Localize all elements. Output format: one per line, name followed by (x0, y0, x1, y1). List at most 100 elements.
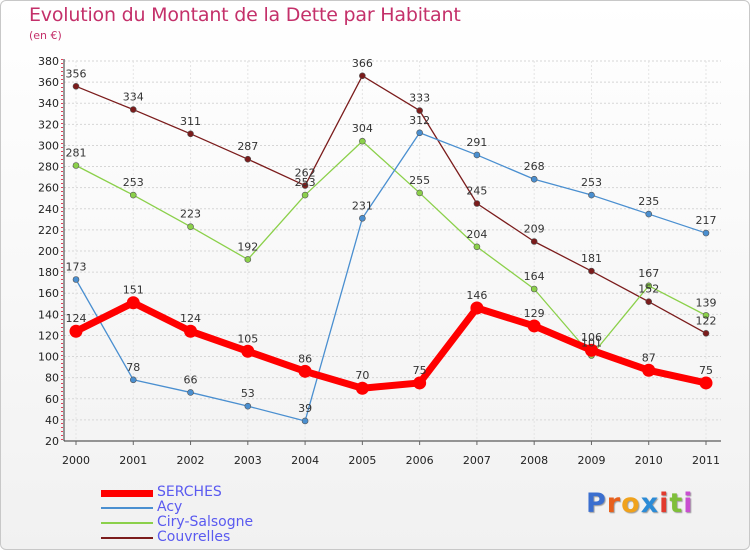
data-point (645, 210, 653, 218)
x-tick-label: 2005 (348, 454, 376, 467)
data-label: 281 (66, 147, 87, 160)
data-label: 105 (237, 332, 258, 345)
data-point (699, 376, 713, 390)
data-point (642, 363, 656, 377)
data-label: 124 (180, 312, 201, 325)
data-label: 167 (638, 267, 659, 280)
legend-swatch (101, 522, 153, 524)
data-labels: 356 334 311 287 262 366 333 245 209 181 152 122 281 2… (66, 57, 717, 415)
series-line-couvrelles (75, 75, 707, 334)
data-label: 255 (409, 174, 430, 187)
data-point (187, 389, 194, 396)
data-point (470, 301, 484, 315)
data-point (473, 243, 481, 251)
series-points (69, 72, 713, 425)
data-label: 173 (66, 261, 87, 274)
legend-swatch (101, 537, 153, 539)
series-line-serches (72, 299, 710, 392)
data-label: 122 (696, 314, 717, 327)
data-label: 304 (352, 122, 373, 135)
y-tick-label: 320 (38, 118, 59, 131)
x-tick-label: 2001 (119, 454, 147, 467)
data-label: 139 (696, 296, 717, 309)
y-tick-label: 300 (38, 139, 59, 152)
data-label: 101 (581, 337, 602, 350)
y-tick-label: 40 (45, 414, 59, 427)
gridlines (64, 60, 721, 442)
brand-letter: i (683, 488, 694, 519)
data-point (69, 324, 83, 338)
data-label: 192 (237, 240, 258, 253)
data-label: 70 (355, 369, 369, 382)
data-label: 209 (524, 223, 545, 236)
data-point (72, 83, 80, 90)
chart-subtitle: (en €) (29, 29, 62, 42)
y-tick-label: 180 (38, 266, 59, 279)
data-label: 231 (352, 199, 373, 212)
data-label: 245 (466, 185, 487, 198)
data-label: 106 (581, 331, 602, 344)
data-point (72, 162, 80, 169)
brand-letter: x (640, 488, 660, 519)
x-tick-label: 2011 (692, 454, 720, 467)
data-point (72, 276, 80, 283)
y-tick-label: 200 (38, 245, 59, 258)
data-point (301, 417, 309, 425)
data-point (187, 223, 194, 231)
data-point (527, 319, 541, 333)
data-point (129, 191, 137, 199)
data-label: 312 (409, 114, 430, 127)
data-label: 311 (180, 115, 201, 128)
data-label: 152 (638, 283, 659, 296)
data-label: 204 (466, 228, 487, 241)
data-label: 146 (466, 289, 487, 302)
data-point (702, 312, 710, 319)
data-label: 366 (352, 57, 373, 70)
y-tick-label: 80 (45, 372, 59, 385)
y-tick-label: 240 (38, 203, 59, 216)
x-tick-label: 2010 (635, 454, 663, 467)
data-point (129, 106, 137, 113)
data-point (359, 214, 366, 222)
brand-logo: Proxiti (586, 488, 694, 519)
data-point (588, 191, 595, 199)
x-tick-label: 2006 (406, 454, 434, 467)
data-label: 124 (66, 312, 87, 325)
data-point (301, 182, 309, 189)
data-point (126, 296, 140, 310)
data-point (244, 155, 252, 163)
data-label: 75 (699, 364, 713, 377)
x-axis-ticks: 2000 2001 2002 2003 2004 2005 2006 2007 2008 2009… (62, 441, 720, 467)
data-label: 66 (184, 373, 198, 386)
data-point (530, 238, 538, 245)
data-point (301, 191, 309, 199)
x-tick-label: 2004 (291, 454, 319, 467)
legend-label: Couvrelles (157, 529, 231, 545)
data-point (359, 137, 366, 145)
data-label: 217 (696, 214, 717, 227)
data-label: 253 (295, 176, 316, 189)
data-point (530, 285, 538, 293)
data-label: 333 (409, 92, 430, 105)
data-label: 262 (295, 167, 316, 180)
data-label: 287 (237, 140, 258, 153)
brand-letter: r (606, 488, 622, 519)
series-line-acy (75, 132, 707, 422)
data-point (129, 376, 137, 384)
brand-letter: o (621, 488, 641, 519)
series-line-ciry-salsogne (75, 140, 707, 357)
axes (61, 59, 721, 442)
brand-letter: P (586, 488, 607, 519)
data-label: 75 (413, 364, 427, 377)
y-axis-ticks: 20 40 60 80 100 120 140 160 180 200 220 240 260 280 30… (38, 55, 59, 448)
data-label: 151 (123, 284, 144, 297)
brand-letter: t (669, 488, 684, 519)
legend-swatch (101, 490, 153, 497)
y-tick-label: 100 (38, 351, 59, 364)
legend-swatch (101, 507, 153, 509)
x-tick-label: 2002 (177, 454, 205, 467)
data-point (416, 129, 423, 137)
x-tick-label: 2008 (520, 454, 548, 467)
